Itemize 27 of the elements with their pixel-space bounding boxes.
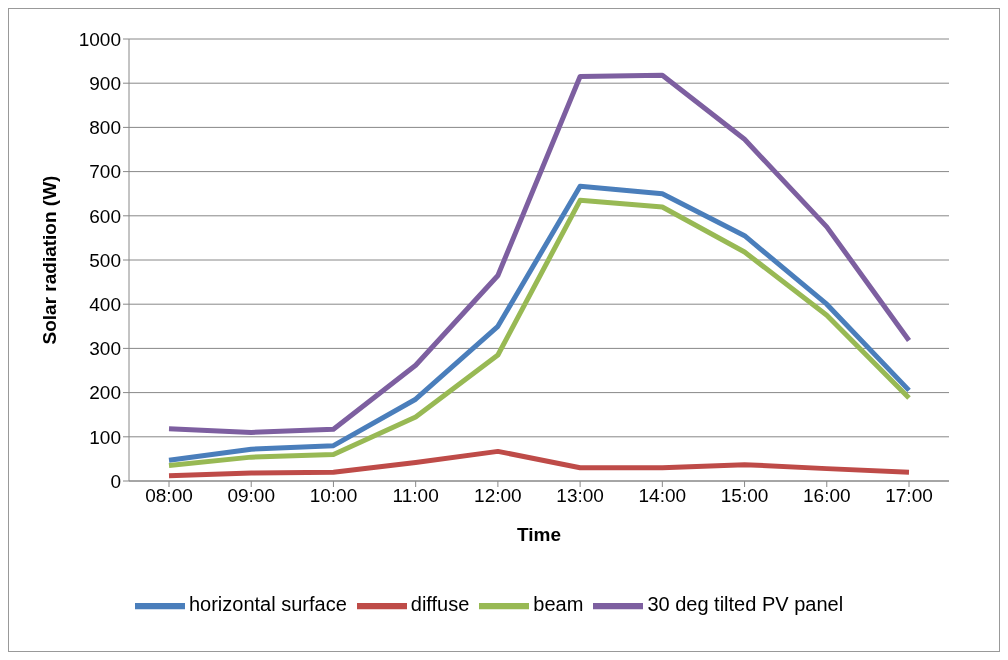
y-tick-label: 100 (89, 426, 121, 448)
legend-label: horizontal surface (188, 593, 347, 616)
x-tick-label: 10:00 (309, 485, 358, 507)
x-tick-label: 13:00 (556, 485, 604, 507)
y-tick-label: 500 (89, 249, 121, 271)
y-tick-label: 300 (89, 338, 121, 360)
x-tick-label: 14:00 (638, 485, 687, 507)
y-axis-title: Solar radiation (W) (38, 175, 60, 345)
x-tick-label: 17:00 (885, 485, 933, 507)
x-tick-label: 09:00 (227, 485, 275, 507)
x-tick-label: 11:00 (392, 485, 439, 507)
legend-label: 30 deg tilted PV panel (647, 593, 844, 616)
y-tick-label: 800 (89, 117, 121, 139)
y-tick-label: 600 (89, 205, 121, 227)
x-axis-title: Time (516, 524, 562, 545)
y-tick-label: 200 (89, 382, 121, 404)
y-tick-label: 900 (89, 72, 121, 94)
y-tick-label: 0 (110, 470, 121, 492)
x-tick-label: 15:00 (720, 485, 769, 507)
x-tick-label: 12:00 (474, 485, 522, 507)
y-tick-label: 400 (89, 293, 121, 315)
legend-label: diffuse (410, 593, 470, 616)
y-tick-label: 700 (89, 161, 121, 183)
x-tick-label: 08:00 (145, 485, 193, 507)
legend-label: beam (533, 593, 584, 616)
x-tick-label: 16:00 (803, 485, 851, 507)
y-tick-label: 1000 (78, 28, 121, 50)
